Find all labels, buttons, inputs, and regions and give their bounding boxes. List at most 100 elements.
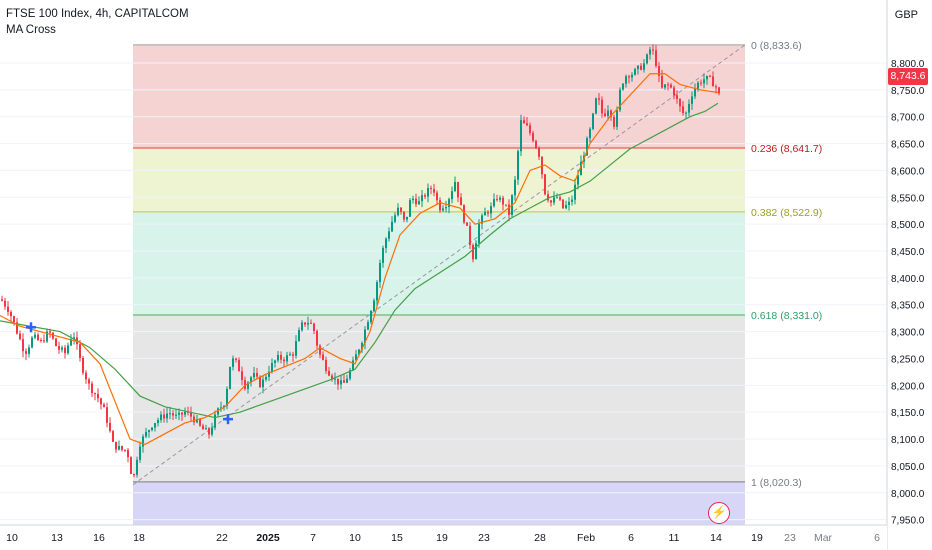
candle-body <box>346 378 348 383</box>
candle-body <box>652 49 654 51</box>
indicator-label[interactable]: MA Cross <box>6 24 56 36</box>
candle-body <box>658 66 660 76</box>
candle-body <box>121 445 123 450</box>
candle-body <box>361 342 363 350</box>
candle-body <box>595 98 597 114</box>
currency-label[interactable]: GBP <box>894 9 918 21</box>
candle-body <box>61 347 63 350</box>
y-tick-label: 8,050.0 <box>891 462 925 473</box>
candle-body <box>22 339 24 352</box>
candle-body <box>643 63 645 70</box>
candle-body <box>232 358 234 367</box>
candle-body <box>664 84 666 88</box>
candle-body <box>112 431 114 442</box>
price-axis-bg <box>887 0 932 550</box>
candle-body <box>190 412 192 417</box>
candle-body <box>706 75 708 80</box>
candle-body <box>139 446 141 460</box>
y-tick-label: 8,400.0 <box>891 274 925 285</box>
candle-body <box>211 427 213 435</box>
candle-body <box>40 339 42 341</box>
candle-body <box>370 310 372 323</box>
candle-body <box>592 113 594 129</box>
candle-body <box>691 96 693 104</box>
candle-body <box>421 195 423 202</box>
chart-title: FTSE 100 Index, 4h, CAPITALCOM <box>6 8 189 20</box>
candle-body <box>415 198 417 205</box>
x-tick-label: 19 <box>751 532 763 544</box>
candle-body <box>688 103 690 113</box>
x-tick-label: 19 <box>436 532 448 544</box>
candle-body <box>622 83 624 90</box>
x-tick-label: 28 <box>534 532 546 544</box>
candle-body <box>373 300 375 311</box>
candle-body <box>178 412 180 415</box>
candle-body <box>487 212 489 214</box>
candle-body <box>388 231 390 239</box>
candle-body <box>715 86 717 88</box>
candle-body <box>259 376 261 388</box>
y-tick-label: 8,600.0 <box>891 166 925 177</box>
candle-body <box>604 113 606 117</box>
candle-body <box>196 419 198 423</box>
candle-body <box>550 200 552 203</box>
fib-level-label: 0.382 (8,522.9) <box>751 207 822 219</box>
x-tick-label: 11 <box>669 532 680 544</box>
candle-body <box>616 110 618 127</box>
candle-body <box>580 161 582 176</box>
candle-body <box>634 69 636 75</box>
candle-body <box>712 76 714 87</box>
candle-body <box>58 346 60 350</box>
candle-body <box>376 282 378 301</box>
candle-body <box>343 380 345 383</box>
candle-body <box>397 207 399 216</box>
y-tick-label: 8,450.0 <box>891 247 925 258</box>
y-tick-label: 8,750.0 <box>891 86 925 97</box>
candle-body <box>619 89 621 111</box>
candle-body <box>4 300 6 307</box>
candle-body <box>478 223 480 244</box>
candle-body <box>565 204 567 209</box>
candle-body <box>91 383 93 394</box>
time-axis-bg <box>0 525 887 550</box>
candle-body <box>208 428 210 435</box>
fib-zone <box>133 314 745 482</box>
candle-body <box>424 195 426 197</box>
candle-body <box>229 366 231 389</box>
candle-body <box>646 54 648 64</box>
candle-body <box>463 205 465 223</box>
candle-body <box>10 311 12 317</box>
candle-body <box>526 123 528 126</box>
candle-body <box>589 128 591 139</box>
candle-body <box>70 338 72 346</box>
candle-body <box>502 197 504 205</box>
candle-body <box>598 98 600 100</box>
fib-level-label: 0.618 (8,331.0) <box>751 310 822 322</box>
lightning-icon[interactable]: ⚡ <box>708 502 730 524</box>
candle-body <box>37 334 39 340</box>
candle-body <box>43 340 45 342</box>
candle-body <box>280 354 282 360</box>
candle-body <box>13 316 15 323</box>
fib-level-label: 0.236 (8,641.7) <box>751 143 822 155</box>
candle-body <box>166 413 168 419</box>
candle-body <box>250 377 252 383</box>
candle-body <box>520 120 522 152</box>
candle-body <box>709 75 711 77</box>
y-tick-label: 8,000.0 <box>891 489 925 500</box>
candle-body <box>379 262 381 283</box>
candle-body <box>601 99 603 114</box>
candle-body <box>292 354 294 356</box>
candle-body <box>523 120 525 124</box>
candle-body <box>145 432 147 437</box>
candle-body <box>73 337 75 339</box>
candle-body <box>157 420 159 424</box>
candle-body <box>79 344 81 358</box>
candle-body <box>637 65 639 70</box>
candle-body <box>85 372 87 380</box>
candle-body <box>682 106 684 114</box>
candle-body <box>316 330 318 346</box>
candle-body <box>625 76 627 84</box>
candle-body <box>610 110 612 117</box>
